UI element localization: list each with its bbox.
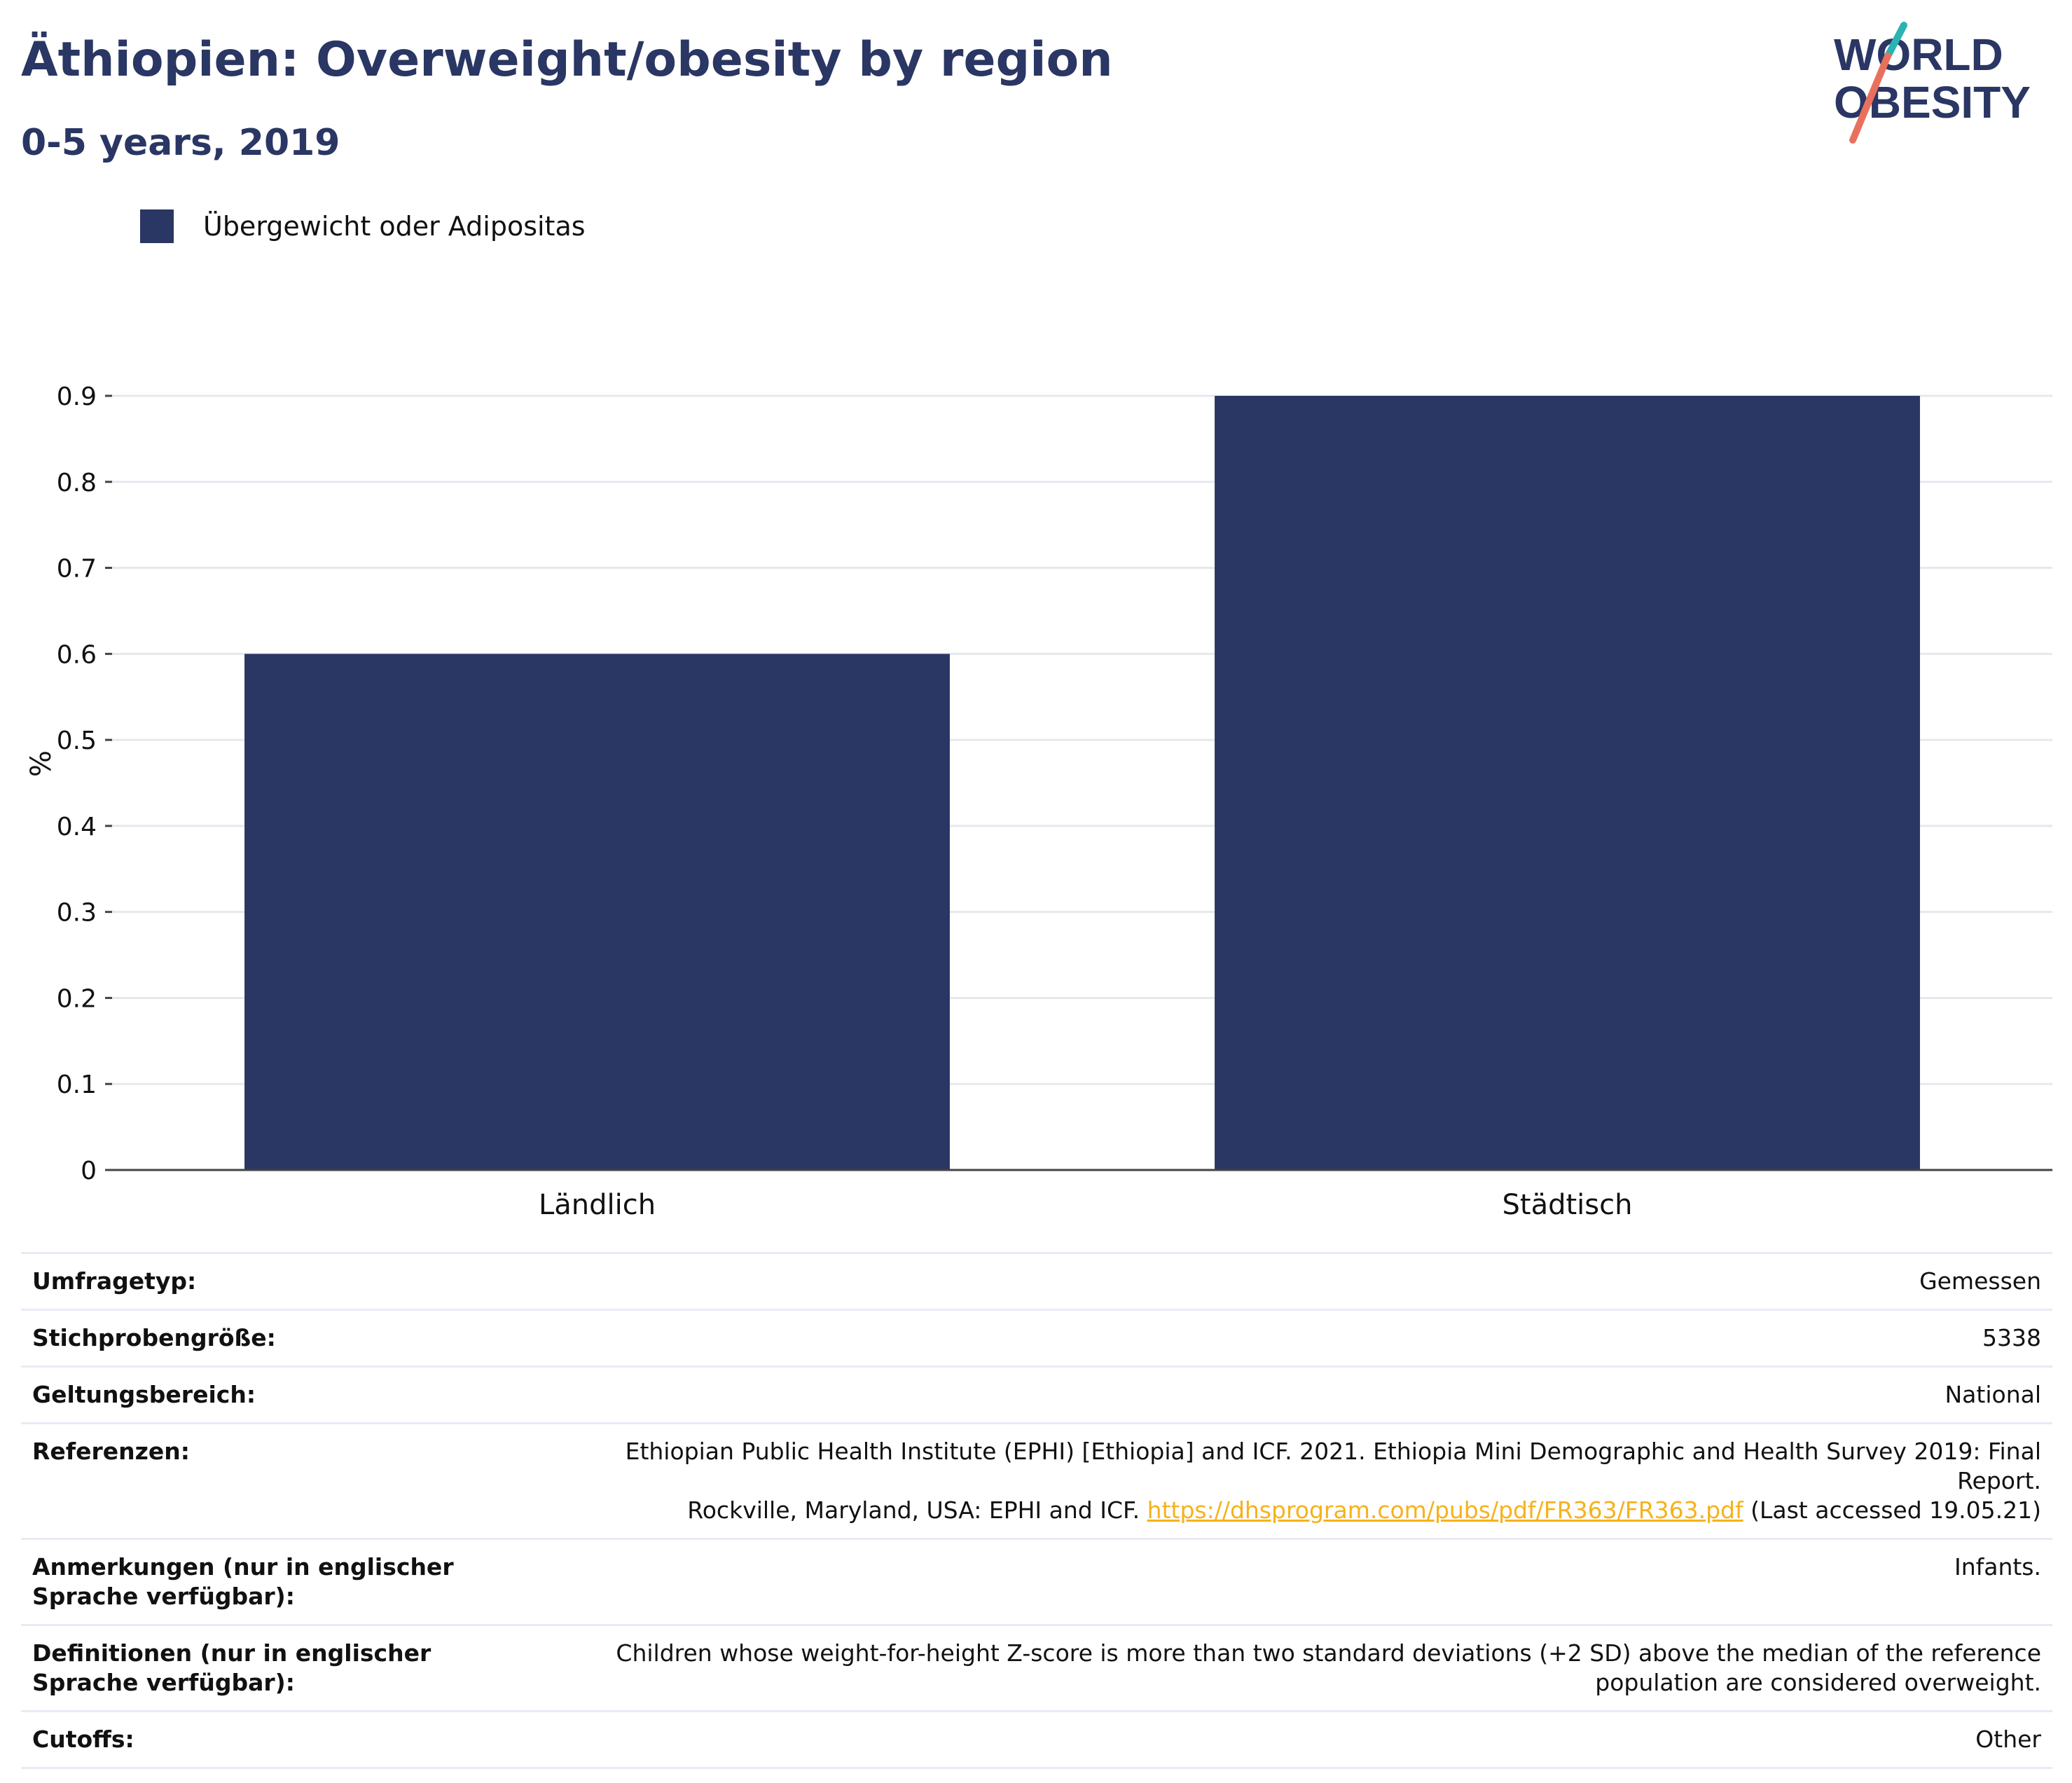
survey-type-value: Gemessen xyxy=(1919,1267,2041,1295)
page-title: Äthiopien: Overweight/obesity by region xyxy=(21,32,1113,88)
bar-staedtisch xyxy=(1215,396,1920,1170)
references-text-2: Rockville, Maryland, USA: EPHI and ICF. xyxy=(687,1496,1140,1524)
sample-size-value: 5338 xyxy=(1982,1324,2041,1351)
references-text-1: Ethiopian Public Health Institute (EPHI)… xyxy=(625,1438,2041,1494)
y-tick-label: 0.4 xyxy=(57,813,97,841)
y-axis-label: % xyxy=(25,750,57,777)
info-row-notes: Anmerkungen (nur in englischer Sprache v… xyxy=(21,1539,2052,1625)
cutoffs-value: Other xyxy=(1975,1726,2041,1753)
y-tick-label: 0.9 xyxy=(57,383,97,411)
info-row-references: Referenzen: Ethiopian Public Health Inst… xyxy=(21,1424,2052,1539)
notes-value: Infants. xyxy=(1954,1553,2041,1581)
y-tick-label: 0.5 xyxy=(57,727,97,755)
info-table: Umfragetyp: Gemessen Stichprobengröße: 5… xyxy=(21,1252,2052,1769)
logo-word-world: WORLD xyxy=(1834,29,2003,80)
x-tick-label: Städtisch xyxy=(1503,1189,1633,1221)
info-row-cutoffs: Cutoffs: Other xyxy=(21,1712,2052,1768)
y-tick-label: 0.7 xyxy=(57,555,97,584)
page-subtitle: 0-5 years, 2019 xyxy=(21,122,340,164)
y-tick-label: 0.2 xyxy=(57,984,97,1013)
references-text-3: (Last accessed 19.05.21) xyxy=(1750,1496,2041,1524)
definitions-value: Children whose weight-for-height Z-score… xyxy=(616,1639,2041,1696)
logo-slash-coral xyxy=(1849,53,1891,144)
y-tick-label: 0.8 xyxy=(57,469,97,497)
y-tick-label: 0.1 xyxy=(57,1071,97,1099)
survey-type-label: Umfragetyp: xyxy=(32,1267,197,1295)
cutoffs-label: Cutoffs: xyxy=(32,1726,134,1753)
world-obesity-logo: WORLD OBESITY xyxy=(1834,22,2031,144)
references-link[interactable]: https://dhsprogram.com/pubs/pdf/FR363/FR… xyxy=(1147,1496,1743,1524)
info-row-scope: Geltungsbereich: National xyxy=(21,1367,2052,1424)
references-label: Referenzen: xyxy=(32,1438,190,1465)
legend-label: Übergewicht oder Adipositas xyxy=(203,211,586,242)
sample-size-label: Stichprobengröße: xyxy=(32,1324,276,1351)
y-axis-ticks: 0 0.1 0.2 0.3 0.4 0.5 0.6 0.7 0.8 0.9 xyxy=(57,383,112,1185)
info-row-survey-type: Umfragetyp: Gemessen xyxy=(21,1253,2052,1310)
scope-value: National xyxy=(1945,1381,2041,1408)
definitions-label: Definitionen (nur in englischer Sprache … xyxy=(32,1639,431,1696)
x-axis-ticks: Ländlich Städtisch xyxy=(539,1189,1633,1221)
bar-chart: 0 0.1 0.2 0.3 0.4 0.5 0.6 0.7 0.8 0.9 Ländlich Stä… xyxy=(25,383,2052,1221)
y-tick-label: 0.6 xyxy=(57,640,97,669)
info-row-sample-size: Stichprobengröße: 5338 xyxy=(21,1310,2052,1367)
bar-laendlich xyxy=(244,654,950,1170)
logo-slash-teal xyxy=(1884,22,1907,60)
x-tick-label: Ländlich xyxy=(539,1189,656,1221)
chart-legend: Übergewicht oder Adipositas xyxy=(140,209,586,244)
legend-swatch xyxy=(140,209,174,243)
chart-bars xyxy=(244,396,1920,1170)
references-value: Ethiopian Public Health Institute (EPHI)… xyxy=(534,1424,2052,1539)
info-row-definitions: Definitionen (nur in englischer Sprache … xyxy=(21,1625,2052,1712)
scope-label: Geltungsbereich: xyxy=(32,1381,256,1408)
notes-label: Anmerkungen (nur in englischer Sprache v… xyxy=(32,1553,454,1610)
y-tick-label: 0 xyxy=(81,1157,97,1185)
y-tick-label: 0.3 xyxy=(57,899,97,928)
